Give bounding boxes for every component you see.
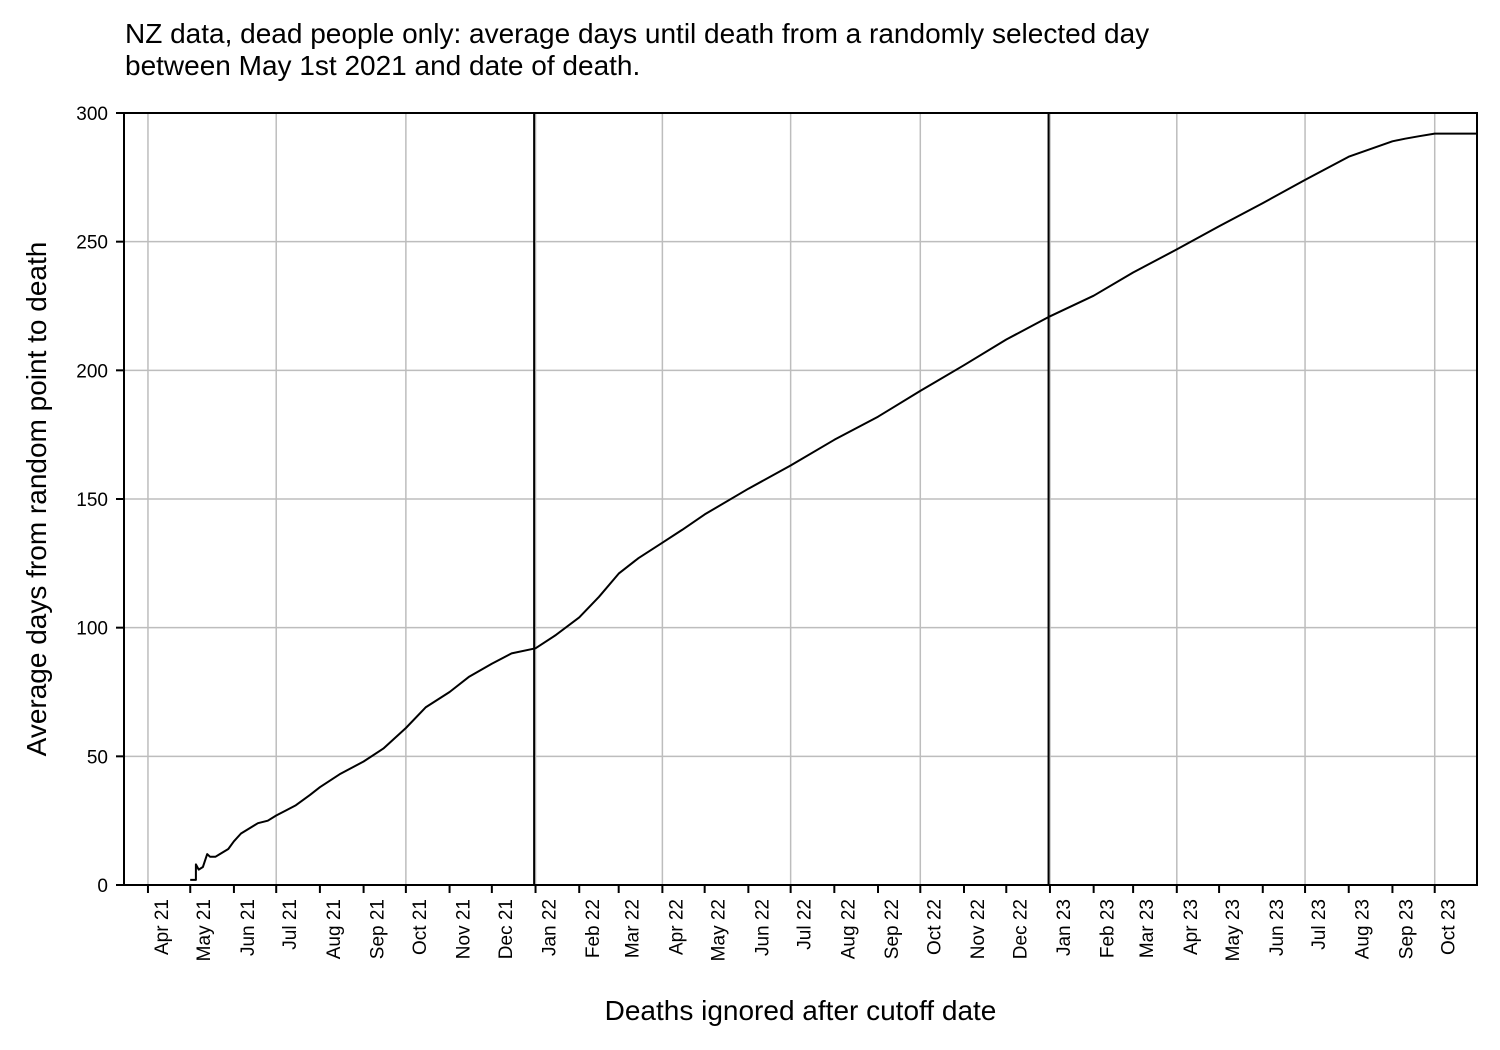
- x-tick-label: Mar 23: [1137, 899, 1158, 958]
- x-tick-label: Aug 22: [838, 899, 859, 959]
- x-tick-label: May 23: [1223, 899, 1244, 961]
- x-tick-label: Jul 21: [280, 899, 301, 950]
- x-axis-label: Deaths ignored after cutoff date: [605, 995, 997, 1026]
- x-tick-label: Oct 22: [924, 899, 945, 955]
- y-tick-label: 150: [76, 490, 108, 511]
- x-tick-label: Apr 21: [152, 899, 173, 955]
- x-tick-label: Jan 22: [540, 899, 561, 956]
- x-tick-label: Jul 22: [795, 899, 816, 950]
- grid-layer: [124, 112, 1477, 886]
- x-tick-label: Dec 22: [1010, 899, 1031, 959]
- x-axis-ticks: Apr 21 May 21 Jun 21 Jul 21 Aug 21 Sep 21 Oct …: [146, 885, 1460, 961]
- x-tick-label: Oct 23: [1439, 899, 1460, 955]
- x-tick-label: Aug 23: [1353, 899, 1374, 959]
- x-tick-label: Sep 21: [368, 899, 389, 959]
- y-axis-ticks: 0 50 100 150 200 250 300: [76, 104, 124, 897]
- x-tick-label: Aug 21: [324, 899, 345, 959]
- x-tick-label: Jun 23: [1267, 899, 1288, 956]
- x-tick-label: Nov 21: [454, 899, 475, 959]
- series-layer: [190, 132, 1477, 881]
- x-tick-label: Jun 21: [238, 899, 259, 956]
- y-tick-label: 250: [76, 233, 108, 254]
- y-axis-label: Average days from random point to death: [21, 242, 52, 757]
- vertical-markers: [533, 113, 1050, 885]
- x-tick-label: Feb 23: [1098, 899, 1119, 958]
- x-tick-label: Jan 23: [1054, 899, 1075, 956]
- x-tick-label: Feb 22: [583, 899, 604, 958]
- x-tick-label: Oct 21: [410, 899, 431, 955]
- x-tick-label: Sep 23: [1396, 899, 1417, 959]
- series-line: [190, 132, 1477, 881]
- chart-title-line-1: NZ data, dead people only: average days …: [125, 18, 1150, 49]
- x-tick-label: Sep 22: [882, 899, 903, 959]
- y-tick-label: 200: [76, 361, 108, 382]
- y-tick-label: 100: [76, 619, 108, 640]
- x-tick-label: Nov 22: [968, 899, 989, 959]
- chart-title: NZ data, dead people only: average days …: [125, 18, 1465, 82]
- x-tick-label: May 22: [709, 899, 730, 961]
- x-tick-label: May 21: [194, 899, 215, 961]
- x-tick-label: Apr 23: [1181, 899, 1202, 955]
- x-tick-label: Mar 22: [623, 899, 644, 958]
- x-tick-label: Jul 23: [1309, 899, 1330, 950]
- y-tick-label: 50: [87, 747, 108, 768]
- x-tick-label: Dec 21: [496, 899, 517, 959]
- x-tick-label: Jun 22: [752, 899, 773, 956]
- x-tick-label: Apr 22: [666, 899, 687, 955]
- y-tick-label: 0: [97, 876, 108, 897]
- chart-title-line-2: between May 1st 2021 and date of death.: [125, 50, 641, 81]
- y-tick-label: 300: [76, 104, 108, 125]
